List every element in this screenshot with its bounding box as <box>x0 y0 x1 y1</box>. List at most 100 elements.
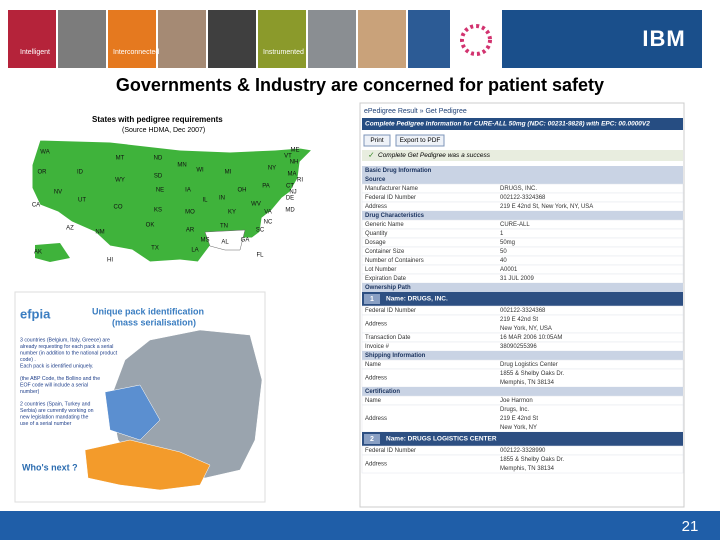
efpia-note: 3 countries (Belgium, Italy, Greece) are <box>20 337 110 343</box>
tile-photo <box>58 10 106 68</box>
owner-number-box <box>364 434 380 444</box>
state-label: DE <box>286 196 294 202</box>
state-label: MA <box>288 172 297 178</box>
page-number: 21 <box>682 518 699 535</box>
row-value: 1855 & Shelby Oaks Dr. <box>500 457 564 463</box>
section-bar <box>362 351 683 360</box>
button[interactable] <box>395 134 445 147</box>
state-label: CA <box>32 203 40 209</box>
section-heading: Source <box>365 177 386 183</box>
state-label: AK <box>34 250 42 256</box>
efpia-note: new legislation mandating the <box>20 414 88 420</box>
row-label: Number of Containers <box>365 258 424 264</box>
row-value: Drugs, Inc. <box>500 407 529 413</box>
owner-number-box <box>364 294 380 304</box>
state-label: GA <box>241 238 250 244</box>
state-label: WI <box>196 168 204 174</box>
owner-number: 2 <box>370 436 374 443</box>
state-label: FL <box>256 253 264 259</box>
row-label: Address <box>365 376 387 382</box>
button[interactable] <box>363 134 391 147</box>
state-label: MN <box>177 163 186 169</box>
state-label: ID <box>77 170 84 176</box>
tile <box>108 10 156 68</box>
row-value: New York, NY, USA <box>500 326 552 332</box>
row-label: Container Size <box>365 249 405 255</box>
row-label: Federal ID Number <box>365 195 416 201</box>
state-label: ND <box>154 156 163 162</box>
owner-number: 1 <box>370 296 374 303</box>
row-value: 40 <box>500 258 507 264</box>
efpia-heading: Unique pack identification <box>92 306 204 316</box>
state-label: IA <box>185 188 191 194</box>
section-heading: Certification <box>365 389 400 395</box>
breadcrumb: ePedigree Result » Get Pedigree <box>364 108 467 115</box>
row-label: Expiration Date <box>365 276 407 282</box>
state-label: HI <box>107 258 113 264</box>
state-label: WV <box>251 202 261 208</box>
section-bar <box>362 283 683 292</box>
row-value: 16 MAR 2006 10:05AM <box>500 335 562 341</box>
banner-label: Intelligent <box>20 49 50 56</box>
row-label: Manufacturer Name <box>365 186 419 192</box>
efpia-logo: efpia <box>20 306 51 321</box>
data-row <box>361 404 684 433</box>
state-white <box>204 229 246 251</box>
efpia-note: 2 countries (Spain, Turkey and <box>20 401 90 407</box>
efpia-note: Each pack is identified uniquely. <box>20 363 93 369</box>
row-label: Federal ID Number <box>365 308 416 314</box>
row-label: Address <box>365 462 387 468</box>
alaska <box>35 243 70 262</box>
owner-name: Name: DRUGS, INC. <box>386 296 448 303</box>
status-bar <box>362 150 683 161</box>
tile <box>8 10 56 68</box>
state-label: NY <box>268 166 276 172</box>
efpia-note: use of a serial number <box>20 421 72 427</box>
row-label: Address <box>365 322 387 328</box>
slide-title: Governments & Industry are concerned for… <box>116 75 604 95</box>
state-label: NM <box>95 230 104 236</box>
state-label: AL <box>221 240 229 246</box>
state-label: IN <box>219 196 225 202</box>
icon <box>460 24 492 56</box>
row-label: Dosage <box>365 240 386 246</box>
status-check: ✓ <box>368 151 375 160</box>
state-label: NJ <box>289 190 296 196</box>
row-value: 50 <box>500 249 507 255</box>
owner-bar <box>362 292 683 306</box>
row-label: Name <box>365 362 382 368</box>
state-label: CT <box>286 184 294 190</box>
state-label: CO <box>114 205 123 211</box>
tile <box>258 10 306 68</box>
state-label: OK <box>146 223 155 229</box>
row-label: Name <box>365 398 382 404</box>
row-value: 002122-3324368 <box>500 195 546 201</box>
tile <box>452 10 500 68</box>
state-label: NC <box>264 220 273 226</box>
tile-photo <box>308 10 356 68</box>
row-value: New York, NY <box>500 425 537 431</box>
row-value: A0001 <box>500 267 518 273</box>
map-source: (Source HDMA, Dec 2007) <box>122 127 205 134</box>
state-label: AZ <box>66 226 74 232</box>
row-value: 38090255396 <box>500 344 537 350</box>
state-label: WA <box>40 150 49 156</box>
row-value: Drug Logistics Center <box>500 362 558 368</box>
row-label: Address <box>365 416 387 422</box>
row-label: Lot Number <box>365 267 396 273</box>
section-heading: Ownership Path <box>365 285 411 291</box>
row-label: Generic Name <box>365 222 404 228</box>
state-label: MD <box>285 208 295 214</box>
logo-tile <box>502 10 702 68</box>
efpia-note: already requesting for each pack a seria… <box>20 344 113 350</box>
efpia-notes: 3 countries (Belgium, Italy, Greece) are… <box>20 337 118 427</box>
state-label: RI <box>297 178 303 184</box>
button-label: Print <box>370 137 384 144</box>
state-label: KS <box>154 208 162 214</box>
efpia-footer: Who's next ? <box>22 462 78 472</box>
row-value: 002122-3328990 <box>500 448 546 454</box>
data-row <box>361 264 684 275</box>
banner-label: Interconnected <box>113 49 159 56</box>
